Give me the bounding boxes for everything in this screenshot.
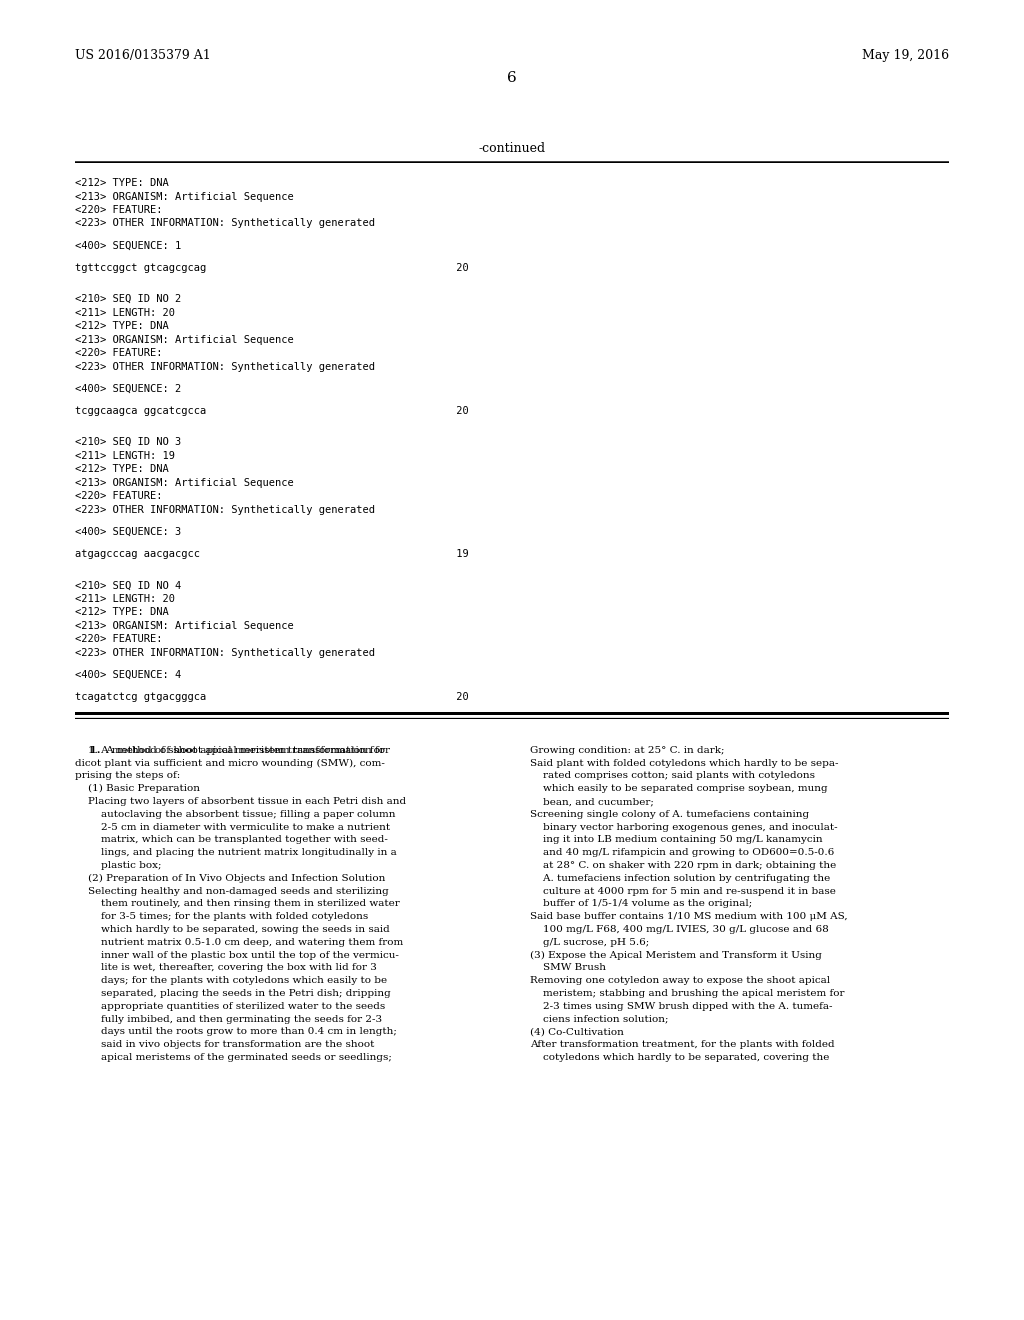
Text: Said plant with folded cotyledons which hardly to be sepa-: Said plant with folded cotyledons which … [530,759,839,768]
Text: 6: 6 [507,71,517,84]
Text: days; for the plants with cotyledons which easily to be: days; for the plants with cotyledons whi… [75,977,387,985]
Text: <212> TYPE: DNA: <212> TYPE: DNA [75,607,169,618]
Text: which hardly to be separated, sowing the seeds in said: which hardly to be separated, sowing the… [75,925,390,935]
Text: Screening single colony of A. tumefaciens containing: Screening single colony of A. tumefacien… [530,810,809,818]
Text: 100 mg/L F68, 400 mg/L IVIES, 30 g/L glucose and 68: 100 mg/L F68, 400 mg/L IVIES, 30 g/L glu… [530,925,828,935]
Text: culture at 4000 rpm for 5 min and re-suspend it in base: culture at 4000 rpm for 5 min and re-sus… [530,887,836,896]
Text: US 2016/0135379 A1: US 2016/0135379 A1 [75,49,211,62]
Text: <400> SEQUENCE: 4: <400> SEQUENCE: 4 [75,671,181,680]
Text: (2) Preparation of In Vivo Objects and Infection Solution: (2) Preparation of In Vivo Objects and I… [75,874,385,883]
Text: tgttccggct gtcagcgcag                                        20: tgttccggct gtcagcgcag 20 [75,263,469,273]
Text: g/L sucrose, pH 5.6;: g/L sucrose, pH 5.6; [530,937,649,946]
Text: <212> TYPE: DNA: <212> TYPE: DNA [75,465,169,474]
Text: <220> FEATURE:: <220> FEATURE: [75,491,163,502]
Text: -continued: -continued [478,141,546,154]
Text: appropriate quantities of sterilized water to the seeds: appropriate quantities of sterilized wat… [75,1002,385,1011]
Text: SMW Brush: SMW Brush [530,964,606,973]
Text: buffer of 1/5-1/4 volume as the original;: buffer of 1/5-1/4 volume as the original… [530,899,753,908]
Text: Selecting healthy and non-damaged seeds and sterilizing: Selecting healthy and non-damaged seeds … [75,887,389,896]
Text: bean, and cucumber;: bean, and cucumber; [530,797,654,807]
Text: Placing two layers of absorbent tissue in each Petri dish and: Placing two layers of absorbent tissue i… [75,797,407,807]
Text: said in vivo objects for transformation are the shoot: said in vivo objects for transformation … [75,1040,375,1049]
Text: autoclaving the absorbent tissue; filling a paper column: autoclaving the absorbent tissue; fillin… [75,810,395,818]
Text: nutrient matrix 0.5-1.0 cm deep, and watering them from: nutrient matrix 0.5-1.0 cm deep, and wat… [75,937,403,946]
Text: at 28° C. on shaker with 220 rpm in dark; obtaining the: at 28° C. on shaker with 220 rpm in dark… [530,861,837,870]
Text: dicot plant via sufficient and micro wounding (SMW), com-: dicot plant via sufficient and micro wou… [75,759,385,768]
Text: <220> FEATURE:: <220> FEATURE: [75,348,163,358]
Text: 2-5 cm in diameter with vermiculite to make a nutrient: 2-5 cm in diameter with vermiculite to m… [75,822,390,832]
Text: matrix, which can be transplanted together with seed-: matrix, which can be transplanted togeth… [75,836,388,845]
Text: 2-3 times using SMW brush dipped with the A. tumefa-: 2-3 times using SMW brush dipped with th… [530,1002,833,1011]
Text: <223> OTHER INFORMATION: Synthetically generated: <223> OTHER INFORMATION: Synthetically g… [75,648,375,657]
Text: Growing condition: at 25° C. in dark;: Growing condition: at 25° C. in dark; [530,746,725,755]
Text: <210> SEQ ID NO 2: <210> SEQ ID NO 2 [75,294,181,304]
Text: <211> LENGTH: 19: <211> LENGTH: 19 [75,450,175,461]
Text: days until the roots grow to more than 0.4 cm in length;: days until the roots grow to more than 0… [75,1027,397,1036]
Text: <213> ORGANISM: Artificial Sequence: <213> ORGANISM: Artificial Sequence [75,478,294,487]
Text: <211> LENGTH: 20: <211> LENGTH: 20 [75,594,175,603]
Text: <213> ORGANISM: Artificial Sequence: <213> ORGANISM: Artificial Sequence [75,620,294,631]
Text: <220> FEATURE:: <220> FEATURE: [75,635,163,644]
Text: <210> SEQ ID NO 4: <210> SEQ ID NO 4 [75,581,181,590]
Text: <223> OTHER INFORMATION: Synthetically generated: <223> OTHER INFORMATION: Synthetically g… [75,504,375,515]
Text: <210> SEQ ID NO 3: <210> SEQ ID NO 3 [75,437,181,447]
Text: <211> LENGTH: 20: <211> LENGTH: 20 [75,308,175,318]
Text: <400> SEQUENCE: 3: <400> SEQUENCE: 3 [75,527,181,537]
Text: fully imbibed, and then germinating the seeds for 2-3: fully imbibed, and then germinating the … [75,1015,382,1023]
Text: 1.: 1. [75,746,100,755]
Text: inner wall of the plastic box until the top of the vermicu-: inner wall of the plastic box until the … [75,950,399,960]
Text: (1) Basic Preparation: (1) Basic Preparation [75,784,200,793]
Text: tcagatctcg gtgacgggca                                        20: tcagatctcg gtgacgggca 20 [75,693,469,702]
Text: <212> TYPE: DNA: <212> TYPE: DNA [75,178,169,187]
Text: lings, and placing the nutrient matrix longitudinally in a: lings, and placing the nutrient matrix l… [75,849,396,857]
Text: <220> FEATURE:: <220> FEATURE: [75,205,163,215]
Text: rated comprises cotton; said plants with cotyledons: rated comprises cotton; said plants with… [530,771,815,780]
Text: apical meristems of the germinated seeds or seedlings;: apical meristems of the germinated seeds… [75,1053,392,1063]
Text: tcggcaagca ggcatcgcca                                        20: tcggcaagca ggcatcgcca 20 [75,407,469,416]
Text: prising the steps of:: prising the steps of: [75,771,180,780]
Text: <213> ORGANISM: Artificial Sequence: <213> ORGANISM: Artificial Sequence [75,334,294,345]
Text: May 19, 2016: May 19, 2016 [862,49,949,62]
Text: A. tumefaciens infection solution by centrifugating the: A. tumefaciens infection solution by cen… [530,874,830,883]
Text: Removing one cotyledon away to expose the shoot apical: Removing one cotyledon away to expose th… [530,977,830,985]
Text: plastic box;: plastic box; [75,861,162,870]
Text: A method of shoot apical meristem transformation for: A method of shoot apical meristem transf… [103,746,390,755]
Text: <223> OTHER INFORMATION: Synthetically generated: <223> OTHER INFORMATION: Synthetically g… [75,362,375,372]
Text: Said base buffer contains 1/10 MS medium with 100 μM AS,: Said base buffer contains 1/10 MS medium… [530,912,848,921]
Text: binary vector harboring exogenous genes, and inoculat-: binary vector harboring exogenous genes,… [530,822,838,832]
Text: atgagcccag aacgacgcc                                         19: atgagcccag aacgacgcc 19 [75,549,469,560]
Text: cotyledons which hardly to be separated, covering the: cotyledons which hardly to be separated,… [530,1053,829,1063]
Text: ciens infection solution;: ciens infection solution; [530,1015,669,1023]
Text: 1. A method of shoot apical meristem transformation for: 1. A method of shoot apical meristem tra… [75,746,385,755]
Text: ing it into LB medium containing 50 mg/L kanamycin: ing it into LB medium containing 50 mg/L… [530,836,822,845]
Text: them routinely, and then rinsing them in sterilized water: them routinely, and then rinsing them in… [75,899,399,908]
Text: meristem; stabbing and brushing the apical meristem for: meristem; stabbing and brushing the apic… [530,989,845,998]
Text: (3) Expose the Apical Meristem and Transform it Using: (3) Expose the Apical Meristem and Trans… [530,950,822,960]
Text: <212> TYPE: DNA: <212> TYPE: DNA [75,321,169,331]
Text: <213> ORGANISM: Artificial Sequence: <213> ORGANISM: Artificial Sequence [75,191,294,202]
Text: (4) Co-Cultivation: (4) Co-Cultivation [530,1027,624,1036]
Text: lite is wet, thereafter, covering the box with lid for 3: lite is wet, thereafter, covering the bo… [75,964,377,973]
Text: <400> SEQUENCE: 2: <400> SEQUENCE: 2 [75,384,181,393]
Text: <400> SEQUENCE: 1: <400> SEQUENCE: 1 [75,240,181,251]
Text: and 40 mg/L rifampicin and growing to OD600=0.5-0.6: and 40 mg/L rifampicin and growing to OD… [530,849,835,857]
Text: <223> OTHER INFORMATION: Synthetically generated: <223> OTHER INFORMATION: Synthetically g… [75,219,375,228]
Text: for 3-5 times; for the plants with folded cotyledons: for 3-5 times; for the plants with folde… [75,912,369,921]
Text: After transformation treatment, for the plants with folded: After transformation treatment, for the … [530,1040,835,1049]
Text: which easily to be separated comprise soybean, mung: which easily to be separated comprise so… [530,784,827,793]
Text: separated, placing the seeds in the Petri dish; dripping: separated, placing the seeds in the Petr… [75,989,391,998]
